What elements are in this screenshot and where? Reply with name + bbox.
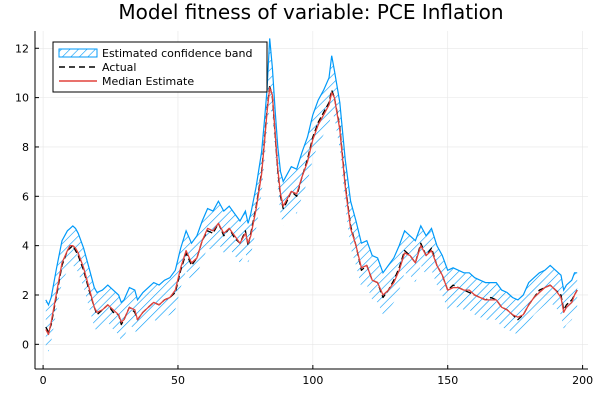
band-fill: [45, 38, 578, 352]
y-tick-label: 2: [22, 289, 29, 302]
legend: Estimated confidence band Actual Median …: [52, 41, 268, 93]
x-tick-label: 0: [40, 374, 47, 387]
legend-label-band: Estimated confidence band: [102, 47, 252, 60]
legend-box: [52, 41, 268, 93]
legend-label-median: Median Estimate: [102, 75, 194, 88]
series-layer: [45, 84, 578, 336]
legend-item-band: Estimated confidence band: [58, 47, 252, 60]
x-tick-label: 100: [302, 374, 323, 387]
x-tick-label: 150: [437, 374, 458, 387]
y-tick-label: 12: [15, 42, 29, 55]
series-line-actual: [45, 84, 578, 333]
legend-item-median: Median Estimate: [59, 75, 194, 88]
band-upper-line: [45, 38, 578, 307]
x-tick-label: 50: [171, 374, 185, 387]
y-tick-label: 6: [22, 190, 29, 203]
legend-swatch-band: [58, 48, 98, 58]
x-axis-ticks: 0 50 100 150 200: [40, 365, 593, 387]
legend-label-actual: Actual: [102, 61, 136, 74]
confidence-band: [45, 38, 578, 352]
y-tick-label: 8: [22, 141, 29, 154]
y-axis-ticks: 0 2 4 6 8 10 12: [15, 42, 39, 351]
y-tick-label: 0: [22, 338, 29, 351]
chart-title: Model fitness of variable: PCE Inflation: [118, 0, 503, 24]
series-line-median-estimate: [45, 87, 578, 336]
legend-item-actual: Actual: [59, 61, 136, 74]
y-tick-label: 4: [22, 240, 29, 253]
y-tick-label: 10: [15, 92, 29, 105]
x-tick-label: 200: [572, 374, 593, 387]
